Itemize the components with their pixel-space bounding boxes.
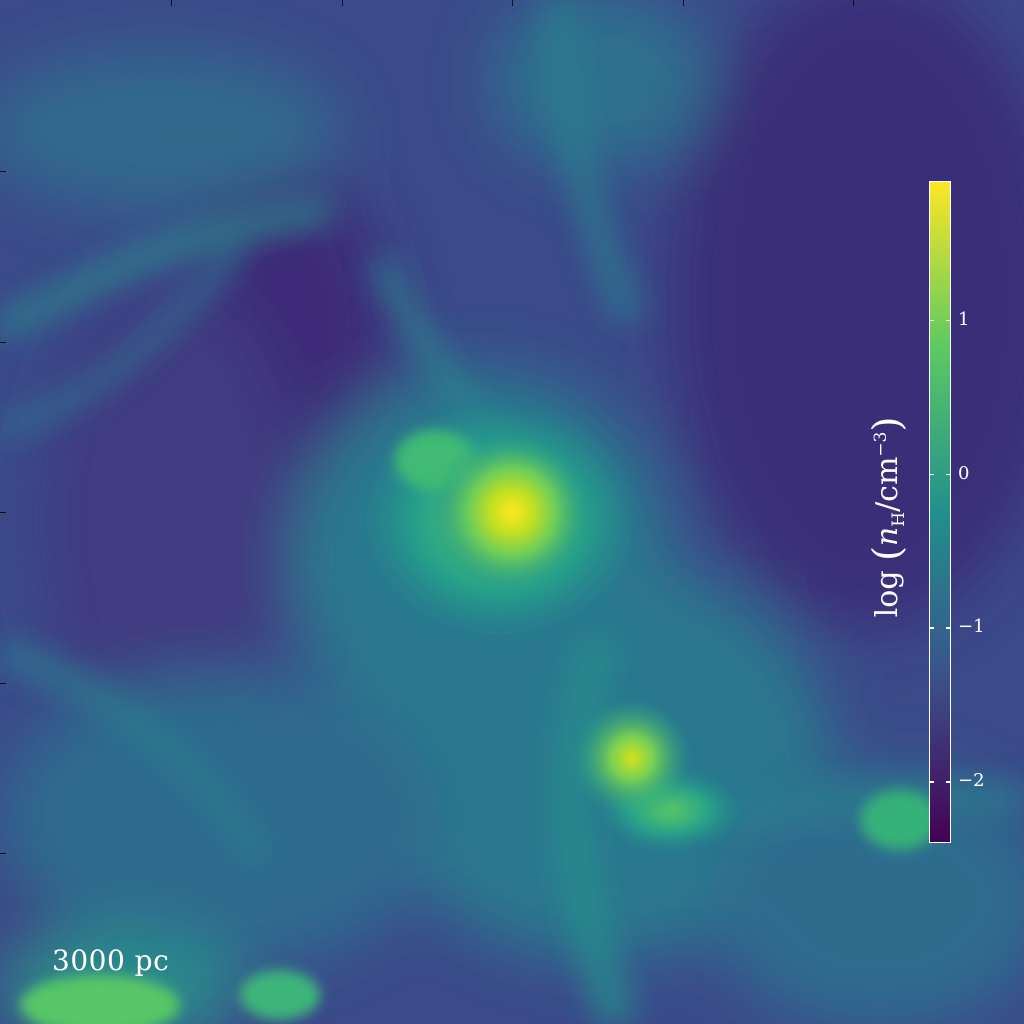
- axis-tick-top: [853, 0, 854, 6]
- colorbar-tick-mark: [929, 627, 934, 629]
- scale-bar-label: 3000 pc: [52, 944, 170, 977]
- axis-tick-left: [0, 683, 6, 684]
- colorbar-tick-label: 1: [958, 308, 970, 330]
- axis-tick-left: [0, 171, 6, 172]
- colorbar-tick-mark: [946, 781, 951, 783]
- colorbar-tick-mark: [946, 319, 951, 322]
- colorbar-tick-mark: [946, 627, 951, 629]
- axis-tick-left: [0, 342, 6, 343]
- colorbar-tick-mark: [929, 473, 934, 475]
- colorbar-tick-label: 0: [958, 462, 970, 484]
- colorbar-tick-label: −1: [958, 616, 985, 638]
- colorbar: [929, 181, 951, 843]
- colorbar-label-prefix: log: [870, 570, 905, 618]
- colorbar-tick-label: −2: [958, 770, 985, 792]
- colorbar-tick-mark: [929, 319, 934, 322]
- axis-tick-top: [512, 0, 513, 6]
- colorbar-label-exponent: −3: [871, 431, 891, 457]
- colorbar-label-unit: /cm: [870, 456, 905, 512]
- colorbar-label: log (nH/cm−3): [865, 416, 909, 618]
- axis-tick-left: [0, 853, 6, 854]
- axis-tick-left: [0, 512, 6, 513]
- axis-tick-top: [683, 0, 684, 6]
- axis-tick-top: [171, 0, 172, 6]
- axis-tick-top: [342, 0, 343, 6]
- colorbar-tick-mark: [946, 473, 951, 475]
- colorbar-label-subscript: H: [889, 511, 909, 527]
- colorbar-label-variable: n: [870, 526, 905, 547]
- colorbar-tick-mark: [929, 781, 934, 783]
